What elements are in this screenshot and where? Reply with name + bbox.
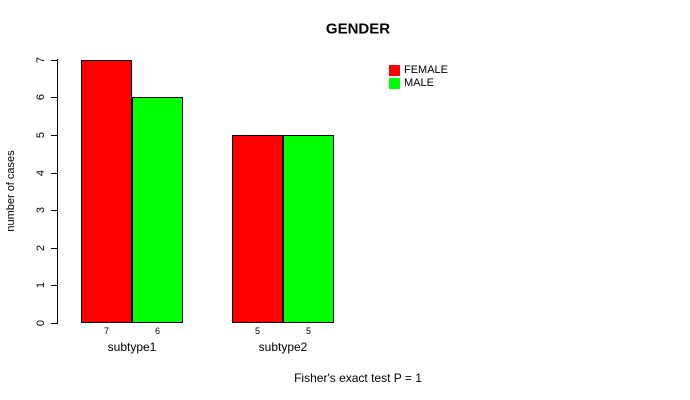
bar-value-label: 5 [305,326,312,336]
y-axis-tick [51,60,57,61]
bar-male-subtype1 [132,97,183,323]
y-axis-tick-label: 7 [35,56,47,63]
y-axis-tick-label: 6 [35,94,47,101]
y-axis-line [57,59,58,324]
y-axis-tick-label: 1 [35,282,47,289]
chart-title: GENDER [325,20,391,38]
bar-female-subtype2 [232,135,283,323]
bar-value-label: 6 [154,326,161,336]
legend-label: MALE [404,77,434,89]
legend-entry-female: FEMALE [389,65,448,76]
y-axis-tick [51,248,57,249]
y-axis-title: number of cases [5,150,17,232]
y-axis-tick [51,210,57,211]
y-axis-tick-label: 0 [35,319,47,327]
legend: FEMALE MALE [389,65,448,91]
category-label-subtype2: subtype2 [258,340,308,354]
y-axis-tick [51,323,57,324]
y-axis-tick [51,135,57,136]
legend-label: FEMALE [404,64,449,76]
y-axis-tick [51,97,57,98]
legend-swatch-male [389,78,400,89]
bar-male-subtype2 [283,135,334,323]
legend-entry-male: MALE [389,78,448,89]
stat-annotation: Fisher's exact test P = 1 [294,371,422,385]
bar-value-label: 5 [254,326,261,336]
bar-value-label: 7 [103,326,110,336]
y-axis-tick-label: 3 [35,207,47,214]
category-label-subtype1: subtype1 [107,340,157,354]
bar-female-subtype1 [81,60,132,323]
legend-swatch-female [389,65,400,76]
y-axis-tick-label: 5 [35,131,47,139]
y-axis-tick [51,285,57,286]
y-axis-tick [51,173,57,174]
y-axis-tick-label: 2 [35,244,47,251]
y-axis-tick-label: 4 [35,169,47,176]
